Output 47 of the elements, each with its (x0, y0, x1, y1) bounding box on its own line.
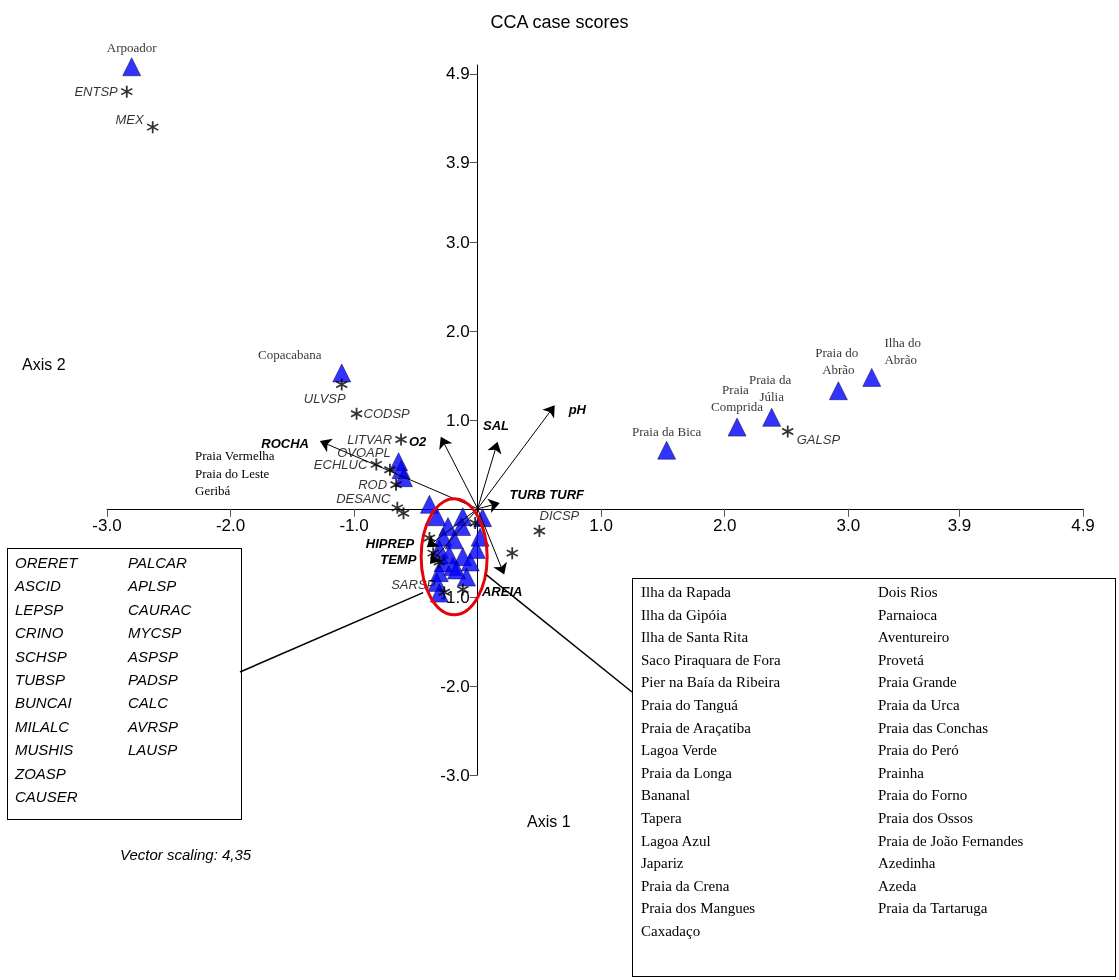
x-tick-label: 3.0 (836, 515, 861, 535)
data-label: Praia da Bica (632, 423, 702, 439)
data-label: ROCHA (261, 435, 309, 451)
data-label: HIPREP (365, 536, 415, 552)
y-tick-label: -1.0 (440, 588, 470, 607)
y-tick-label: -2.0 (440, 676, 470, 696)
data-label: SAL (483, 417, 510, 433)
y-tick-label: 3.9 (445, 153, 470, 173)
x-tick-label: 3.9 (947, 515, 972, 535)
annotation: Praia Vermelha (195, 448, 275, 464)
annotation: Praia do Leste (195, 465, 270, 482)
data-label: Praia do Abrão (815, 345, 862, 378)
data-label: DESANC (336, 491, 391, 507)
data-label: DICSP (539, 507, 580, 523)
x-tick-label: -1.0 (339, 515, 369, 535)
data-label: ECHLUC (313, 456, 368, 472)
data-label: MEX (115, 111, 146, 127)
data-label: Ilha do Abrão (884, 335, 925, 368)
data-label: LITVAR (347, 432, 393, 448)
data-label: pH (567, 402, 587, 418)
y-tick-label: -3.0 (440, 765, 470, 785)
data-label: TEMP (380, 552, 417, 568)
data-label: Arpoador (106, 40, 158, 56)
data-label: ULVSP (303, 390, 347, 406)
y-tick-label: 2.0 (445, 321, 470, 341)
x-tick-label: 4.9 (1071, 515, 1095, 535)
data-label: TURB TURF (509, 486, 586, 502)
y-axis-title: Axis 2 (22, 355, 66, 373)
list-box: Ilha da Rapada Ilha da Gipóia Ilha de Santa Rita Saco Piraquara de Fora Pier na Baía da Ribeira Praia do Tanguá Praia de Araçatiba Lagoa Verde Praia da Longa Bananal Tapera Lagoa Azul Japariz Praia da Crena Praia dos Mangues Caxadaço Dois Rios Parnaioca Aventureiro Provetá Praia Grande Praia da Urca Praia das Conchas Praia do Peró Prainha Praia do Forno Praia dos Ossos Praia de João Fernandes Azedinha Azeda Praia da Tartaruga (632, 578, 1116, 977)
data-label: CODSP (363, 406, 411, 422)
y-tick-label: 1.0 (445, 410, 470, 430)
x-tick-label: 2.0 (712, 515, 737, 535)
annotation: Geribá (195, 483, 231, 499)
text: Vector scaling: 4,35 (120, 846, 252, 863)
data-label: GALSP (796, 432, 841, 448)
data-label: O2 (408, 434, 427, 450)
x-tick-label: -2.0 (215, 515, 246, 535)
x-tick-label: -3.0 (92, 515, 122, 535)
x-axis-title: Axis 1 (527, 812, 571, 830)
chart-title: CCA case scores (490, 12, 629, 32)
y-tick-label: 3.0 (445, 233, 470, 252)
data-label: Copacabana (257, 346, 322, 362)
list-box: ORERET ASCID LEPSP CRINO SCHSP TUBSP BUNCAI MILALC MUSHIS ZOASP CAUSER PALCAR APLSP CAURAC MYCSP ASPSP PADSP CALC AVRSP LAUSP (7, 548, 242, 820)
y-tick-label: 4.9 (445, 64, 470, 84)
data-label: ENTSP (74, 84, 119, 100)
data-label: ROD (358, 477, 388, 493)
x-tick-label: 1.0 (589, 515, 613, 535)
